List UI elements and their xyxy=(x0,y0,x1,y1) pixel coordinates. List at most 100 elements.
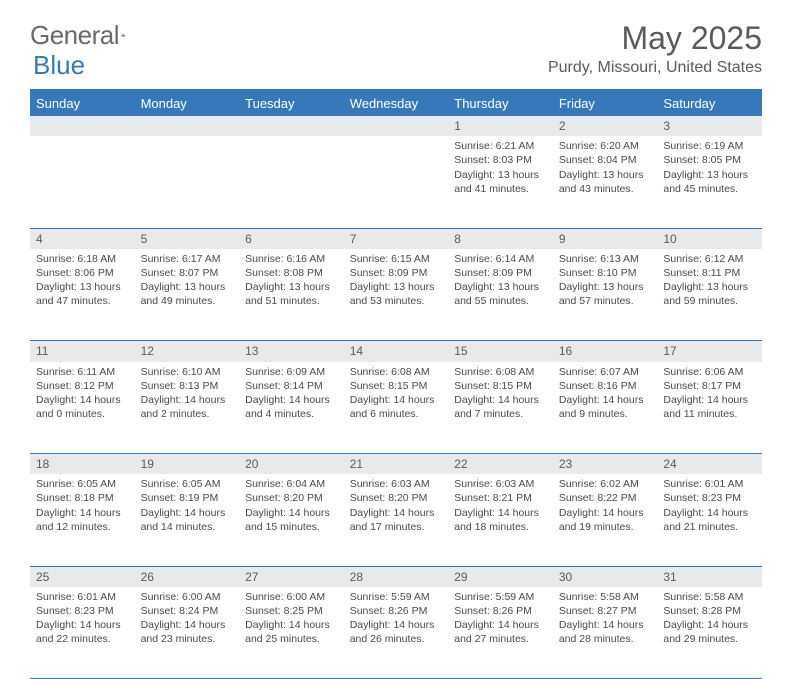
sunrise-line: Sunrise: 6:20 AM xyxy=(559,139,652,153)
day-cell: Sunrise: 6:01 AMSunset: 8:23 PMDaylight:… xyxy=(30,587,135,679)
day-number-cell: 14 xyxy=(344,341,449,362)
sunrise-line: Sunrise: 5:58 AM xyxy=(663,590,756,604)
daylight-line: Daylight: 14 hours and 11 minutes. xyxy=(663,393,756,421)
calendar-body: 123Sunrise: 6:21 AMSunset: 8:03 PMDaylig… xyxy=(30,116,762,679)
sunset-line: Sunset: 8:18 PM xyxy=(36,491,129,505)
day-cell: Sunrise: 6:11 AMSunset: 8:12 PMDaylight:… xyxy=(30,362,135,454)
day-number-cell: 24 xyxy=(657,454,762,475)
day-number-cell: 18 xyxy=(30,454,135,475)
day-number-cell: 8 xyxy=(448,228,553,249)
sunset-line: Sunset: 8:17 PM xyxy=(663,379,756,393)
sunset-line: Sunset: 8:26 PM xyxy=(454,604,547,618)
sunset-line: Sunset: 8:27 PM xyxy=(559,604,652,618)
logo: General xyxy=(30,20,147,51)
day-number-cell: 11 xyxy=(30,341,135,362)
day-cell: Sunrise: 5:58 AMSunset: 8:27 PMDaylight:… xyxy=(553,587,658,679)
title-block: May 2025 Purdy, Missouri, United States xyxy=(548,20,762,77)
logo-text-1: General xyxy=(30,20,119,51)
day-header: Sunday xyxy=(30,91,135,116)
sunset-line: Sunset: 8:14 PM xyxy=(245,379,338,393)
day-cell: Sunrise: 5:58 AMSunset: 8:28 PMDaylight:… xyxy=(657,587,762,679)
day-cell: Sunrise: 6:13 AMSunset: 8:10 PMDaylight:… xyxy=(553,249,658,341)
sunrise-line: Sunrise: 6:05 AM xyxy=(141,477,234,491)
daylight-line: Daylight: 14 hours and 22 minutes. xyxy=(36,618,129,646)
daylight-line: Daylight: 13 hours and 49 minutes. xyxy=(141,280,234,308)
sunset-line: Sunset: 8:15 PM xyxy=(350,379,443,393)
sunset-line: Sunset: 8:23 PM xyxy=(663,491,756,505)
daylight-line: Daylight: 14 hours and 4 minutes. xyxy=(245,393,338,421)
day-cell: Sunrise: 6:15 AMSunset: 8:09 PMDaylight:… xyxy=(344,249,449,341)
day-cell xyxy=(239,136,344,228)
day-cell: Sunrise: 6:04 AMSunset: 8:20 PMDaylight:… xyxy=(239,474,344,566)
daylight-line: Daylight: 14 hours and 26 minutes. xyxy=(350,618,443,646)
daylight-line: Daylight: 14 hours and 17 minutes. xyxy=(350,506,443,534)
day-number-cell: 28 xyxy=(344,566,449,587)
sunset-line: Sunset: 8:19 PM xyxy=(141,491,234,505)
sunrise-line: Sunrise: 6:02 AM xyxy=(559,477,652,491)
sunrise-line: Sunrise: 6:00 AM xyxy=(245,590,338,604)
day-header: Saturday xyxy=(657,91,762,116)
day-number-cell: 30 xyxy=(553,566,658,587)
sunrise-line: Sunrise: 5:59 AM xyxy=(454,590,547,604)
day-number-cell: 2 xyxy=(553,116,658,136)
day-cell: Sunrise: 6:07 AMSunset: 8:16 PMDaylight:… xyxy=(553,362,658,454)
day-number-cell: 3 xyxy=(657,116,762,136)
day-number-cell: 16 xyxy=(553,341,658,362)
sunrise-line: Sunrise: 6:01 AM xyxy=(663,477,756,491)
day-number-cell: 6 xyxy=(239,228,344,249)
sunset-line: Sunset: 8:28 PM xyxy=(663,604,756,618)
sunrise-line: Sunrise: 5:59 AM xyxy=(350,590,443,604)
sunrise-line: Sunrise: 6:05 AM xyxy=(36,477,129,491)
daylight-line: Daylight: 14 hours and 28 minutes. xyxy=(559,618,652,646)
sunset-line: Sunset: 8:21 PM xyxy=(454,491,547,505)
day-cell: Sunrise: 6:21 AMSunset: 8:03 PMDaylight:… xyxy=(448,136,553,228)
day-header: Friday xyxy=(553,91,658,116)
header: General May 2025 Purdy, Missouri, United… xyxy=(0,0,792,83)
day-cell: Sunrise: 6:10 AMSunset: 8:13 PMDaylight:… xyxy=(135,362,240,454)
sunrise-line: Sunrise: 6:08 AM xyxy=(454,365,547,379)
day-number-cell: 9 xyxy=(553,228,658,249)
day-cell: Sunrise: 6:12 AMSunset: 8:11 PMDaylight:… xyxy=(657,249,762,341)
daylight-line: Daylight: 14 hours and 9 minutes. xyxy=(559,393,652,421)
sunrise-line: Sunrise: 6:01 AM xyxy=(36,590,129,604)
day-header: Tuesday xyxy=(239,91,344,116)
sunrise-line: Sunrise: 6:21 AM xyxy=(454,139,547,153)
day-cell: Sunrise: 5:59 AMSunset: 8:26 PMDaylight:… xyxy=(344,587,449,679)
day-number-cell xyxy=(135,116,240,136)
daylight-line: Daylight: 13 hours and 53 minutes. xyxy=(350,280,443,308)
sunrise-line: Sunrise: 6:04 AM xyxy=(245,477,338,491)
sunset-line: Sunset: 8:09 PM xyxy=(454,266,547,280)
day-number-cell: 25 xyxy=(30,566,135,587)
day-number-cell: 27 xyxy=(239,566,344,587)
daylight-line: Daylight: 14 hours and 25 minutes. xyxy=(245,618,338,646)
day-number-cell: 4 xyxy=(30,228,135,249)
sunrise-line: Sunrise: 6:09 AM xyxy=(245,365,338,379)
daylight-line: Daylight: 14 hours and 14 minutes. xyxy=(141,506,234,534)
sunset-line: Sunset: 8:12 PM xyxy=(36,379,129,393)
day-number-cell: 7 xyxy=(344,228,449,249)
day-number-cell: 5 xyxy=(135,228,240,249)
day-cell: Sunrise: 6:16 AMSunset: 8:08 PMDaylight:… xyxy=(239,249,344,341)
day-cell: Sunrise: 6:17 AMSunset: 8:07 PMDaylight:… xyxy=(135,249,240,341)
day-cell: Sunrise: 6:08 AMSunset: 8:15 PMDaylight:… xyxy=(344,362,449,454)
day-header: Wednesday xyxy=(344,91,449,116)
sunset-line: Sunset: 8:26 PM xyxy=(350,604,443,618)
day-number-cell: 10 xyxy=(657,228,762,249)
sunrise-line: Sunrise: 6:11 AM xyxy=(36,365,129,379)
sunset-line: Sunset: 8:03 PM xyxy=(454,153,547,167)
day-header: Monday xyxy=(135,91,240,116)
sunset-line: Sunset: 8:13 PM xyxy=(141,379,234,393)
day-number-cell xyxy=(239,116,344,136)
sunset-line: Sunset: 8:23 PM xyxy=(36,604,129,618)
sunset-line: Sunset: 8:07 PM xyxy=(141,266,234,280)
day-number-cell: 23 xyxy=(553,454,658,475)
day-cell: Sunrise: 6:18 AMSunset: 8:06 PMDaylight:… xyxy=(30,249,135,341)
day-header: Thursday xyxy=(448,91,553,116)
daylight-line: Daylight: 14 hours and 6 minutes. xyxy=(350,393,443,421)
day-cell: Sunrise: 6:20 AMSunset: 8:04 PMDaylight:… xyxy=(553,136,658,228)
sunrise-line: Sunrise: 6:18 AM xyxy=(36,252,129,266)
sunrise-line: Sunrise: 6:16 AM xyxy=(245,252,338,266)
sunrise-line: Sunrise: 6:19 AM xyxy=(663,139,756,153)
day-cell: Sunrise: 6:06 AMSunset: 8:17 PMDaylight:… xyxy=(657,362,762,454)
day-number-cell: 1 xyxy=(448,116,553,136)
